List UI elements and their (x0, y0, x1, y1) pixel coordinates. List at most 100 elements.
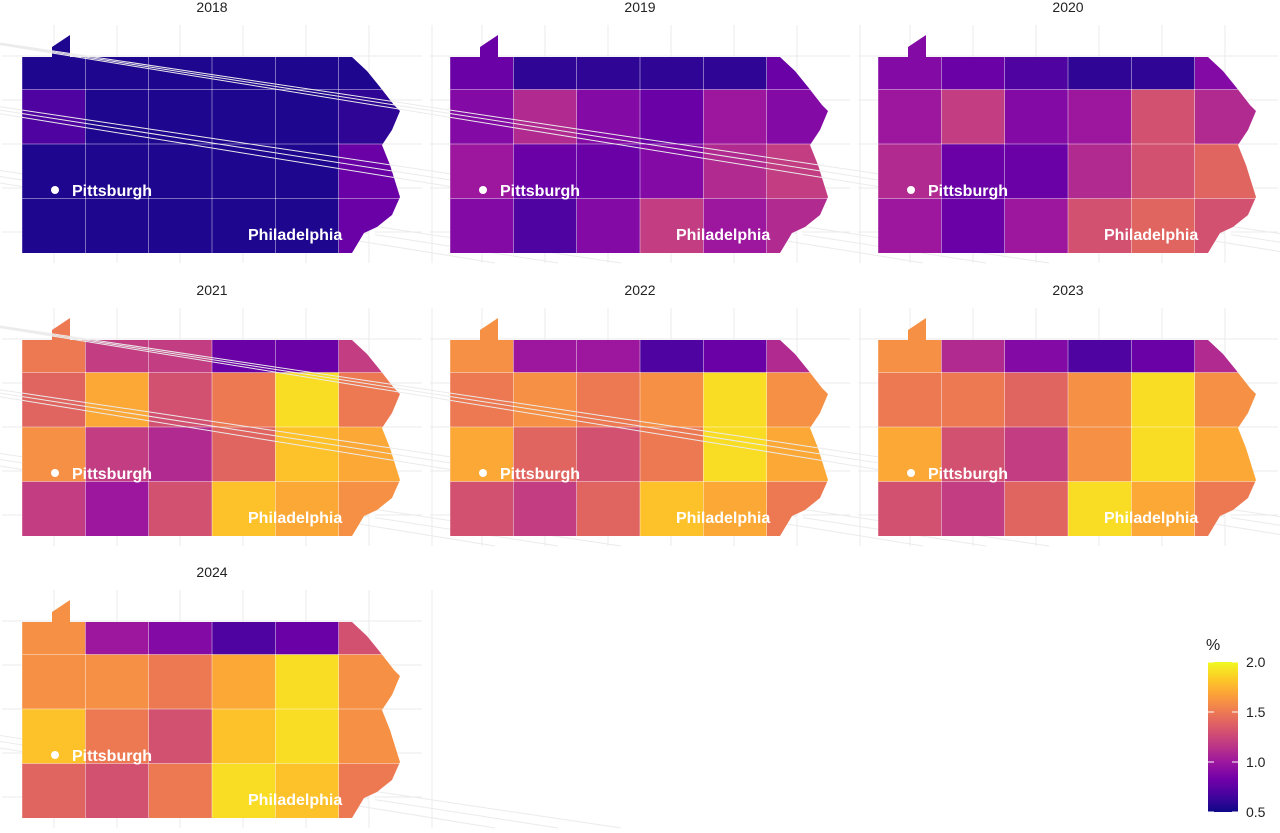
panel-title: 2020 (1052, 0, 1083, 15)
county-region (450, 89, 515, 145)
county-region (1067, 426, 1133, 483)
county-region (639, 35, 705, 91)
city-marker (907, 469, 915, 477)
panel-title: 2019 (624, 0, 655, 15)
county-region (703, 35, 768, 91)
county-region (703, 198, 768, 253)
county-region (450, 372, 515, 428)
county-region (766, 318, 828, 374)
county-region (22, 763, 87, 818)
county-region (338, 481, 400, 536)
city-marker (51, 751, 59, 759)
county-region (1194, 35, 1256, 91)
county-region (639, 89, 705, 145)
city-marker (369, 231, 375, 237)
county-region (148, 426, 213, 483)
county-region (275, 763, 340, 818)
county-region (576, 481, 641, 536)
county-region (1004, 35, 1069, 91)
map-panel: 2023 Pittsburgh Philadelphia (0, 282, 1280, 546)
city-label: Pittsburgh (72, 466, 152, 483)
county-region (1131, 89, 1196, 145)
county-region (513, 198, 578, 253)
county-region (1131, 35, 1196, 91)
county-region (148, 600, 213, 656)
city-label: Pittsburgh (500, 466, 580, 483)
county-region (576, 143, 641, 200)
county-region (703, 89, 768, 145)
county-region (513, 481, 578, 536)
county-region (275, 89, 340, 145)
county-region (1131, 143, 1196, 200)
state-shape (22, 35, 400, 253)
county-region (275, 426, 340, 483)
county-region (639, 198, 705, 253)
county-region (338, 198, 400, 253)
county-region (211, 654, 277, 710)
county-region (1004, 318, 1069, 374)
city-marker (369, 514, 375, 520)
county-region (878, 198, 943, 253)
county-region (1131, 318, 1196, 374)
legend-tick-label: 1.0 (1246, 754, 1266, 770)
county-region (211, 426, 277, 483)
county-region (338, 708, 400, 765)
county-region (1131, 372, 1196, 428)
county-region (1067, 89, 1133, 145)
city-marker (51, 469, 59, 477)
county-region (513, 372, 578, 428)
county-region (148, 708, 213, 765)
city-marker (797, 514, 803, 520)
city-marker (907, 186, 915, 194)
county-region (338, 318, 400, 374)
county-region (941, 198, 1006, 253)
city-label: Philadelphia (676, 510, 770, 527)
county-region (148, 763, 213, 818)
county-region (22, 654, 87, 710)
county-region (639, 481, 705, 536)
county-region (1067, 198, 1133, 253)
county-region (338, 35, 400, 91)
county-region (576, 198, 641, 253)
county-region (22, 481, 87, 536)
county-region (1194, 318, 1256, 374)
county-region (85, 89, 150, 145)
county-region (211, 600, 277, 656)
county-region (639, 143, 705, 200)
county-region (1131, 481, 1196, 536)
county-region (1004, 481, 1069, 536)
county-region (1194, 198, 1256, 253)
county-region (766, 35, 828, 91)
county-region (1131, 198, 1196, 253)
county-region (941, 143, 1006, 200)
county-region (1194, 426, 1256, 483)
county-region (576, 318, 641, 374)
county-region (1004, 89, 1069, 145)
county-region (22, 198, 87, 253)
county-region (85, 426, 150, 483)
county-region (85, 763, 150, 818)
legend-tick-label: 2.0 (1246, 654, 1266, 670)
county-region (703, 143, 768, 200)
county-region (211, 372, 277, 428)
county-region (703, 372, 768, 428)
panel-title: 2018 (196, 0, 227, 15)
county-region (275, 318, 340, 374)
county-region (275, 654, 340, 710)
county-region (211, 198, 277, 253)
map-panel: 2024 Pittsburgh Philadelphia (0, 564, 622, 829)
county-region (941, 426, 1006, 483)
city-label: Philadelphia (1104, 510, 1198, 527)
county-region (1004, 198, 1069, 253)
city-label: Pittsburgh (928, 183, 1008, 200)
county-region (639, 426, 705, 483)
county-region (1004, 143, 1069, 200)
county-region (275, 143, 340, 200)
city-label: Pittsburgh (72, 183, 152, 200)
county-region (1067, 35, 1133, 91)
state-shape (878, 318, 1256, 536)
map-panel: 2019 Pittsburgh Philadelphia (0, 0, 1050, 264)
city-label: Philadelphia (1104, 227, 1198, 244)
county-region (1067, 372, 1133, 428)
legend-tick-label: 1.5 (1246, 704, 1266, 720)
